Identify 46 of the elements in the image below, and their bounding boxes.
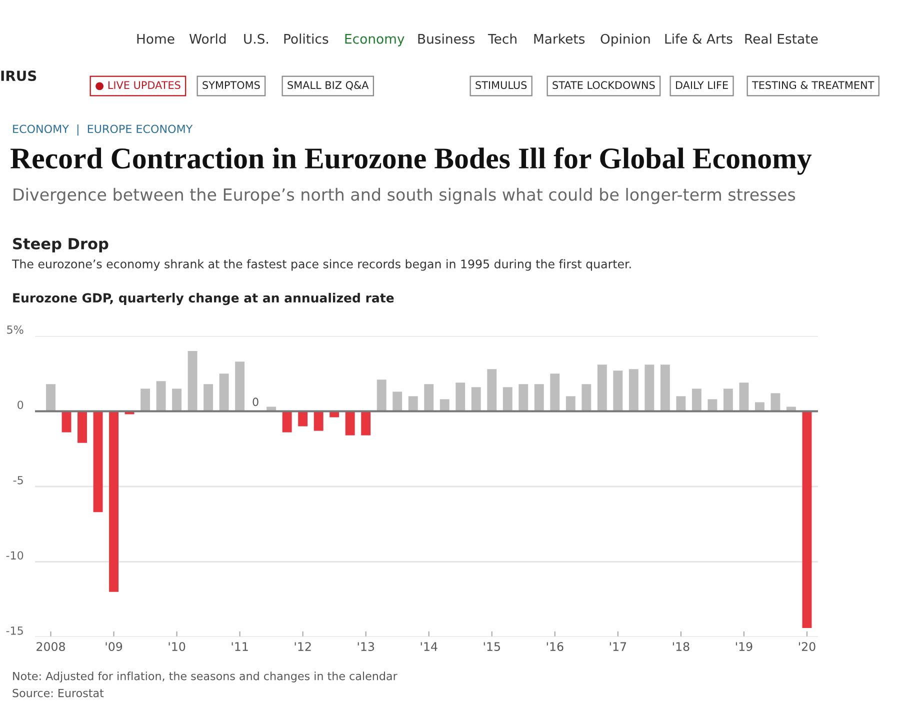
text: Business [418,34,475,44]
chart-title: Steep Drop [13,238,108,252]
x-tick-label: '13 [358,642,374,651]
x-tick-label: '10 [168,642,186,651]
text: U.S. [244,34,268,44]
x-tick-label: 2008 [36,642,65,651]
x-tick-label: '11 [232,642,248,651]
text: IRUS [1,70,36,82]
text: Life & Arts [665,34,732,44]
chart-subtitle: The eurozone’s economy shrank at the fastest pace since records began in 1995 during the first quarter. [12,259,631,271]
x-tick-label: '15 [484,642,500,651]
y-tick-label: -5 [13,476,23,484]
x-tick-label: '14 [420,642,438,651]
text: ● LIVE UPDATES [96,81,180,90]
text: SMALL BIZ Q&A [288,81,369,90]
text: STIMULUS [476,81,527,90]
text: Divergence between the Europe’s north and south signals what could be longer-term stresses [14,188,796,204]
y-axis-title: Eurozone GDP, quarterly change at an annualized rate [13,292,394,306]
text: DAILY LIFE [676,81,728,89]
text: Politics [284,34,328,44]
text: Tech [488,34,516,44]
x-tick-label: '18 [672,642,690,651]
text: Note: Adjusted for inflation, the seasons and changes in the calendar [13,672,398,682]
x-tick-label: '20 [798,642,816,651]
data-label: 0 [252,398,258,406]
y-tick-label: 5% [7,325,24,334]
x-tick-label: '17 [610,642,626,651]
text: TESTING & TREATMENT [752,81,874,90]
y-tick-label: -15 [6,626,23,635]
x-tick-label: '12 [294,642,311,651]
text: Opinion [600,34,650,46]
text: World [189,34,226,44]
x-tick-label: '19 [736,642,752,651]
x-tick-label: '09 [106,642,122,651]
text: SYMPTOMS [202,81,260,90]
text: Home [137,34,174,44]
text: ECONOMY | EUROPE ECONOMY [13,124,193,136]
x-tick-label: '16 [546,642,564,651]
source-note: Source: Eurostat [12,688,104,698]
text: STATE LOCKDOWNS [552,81,655,90]
text: Real Estate [745,34,818,44]
y-tick-label: 0 [18,400,24,410]
text: Markets [534,34,585,44]
y-tick-label: -10 [6,551,24,560]
text: Economy [345,34,404,46]
text: Record Contraction in Eurozone Bodes Ill for Global Economy [10,147,812,175]
